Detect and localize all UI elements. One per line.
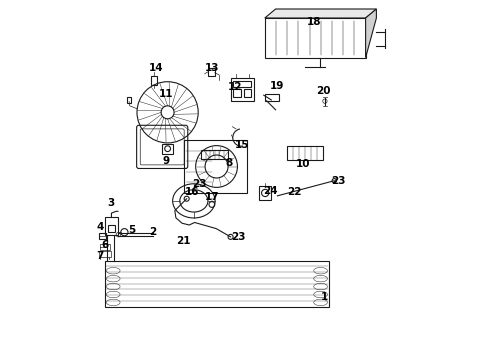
Bar (151, 76, 157, 85)
Text: 24: 24 (264, 186, 278, 196)
Bar (99, 251, 111, 257)
Text: 17: 17 (204, 192, 219, 202)
Text: 20: 20 (316, 86, 331, 96)
Bar (233, 81, 251, 87)
Bar (231, 78, 254, 101)
Text: 14: 14 (148, 63, 163, 73)
Bar (265, 94, 279, 101)
Text: 19: 19 (270, 81, 285, 91)
Bar (265, 18, 366, 58)
Bar (244, 89, 251, 97)
Text: 23: 23 (231, 232, 246, 242)
Text: 16: 16 (184, 186, 199, 197)
Text: 8: 8 (225, 158, 232, 168)
Polygon shape (265, 9, 376, 18)
Bar (233, 89, 242, 97)
Text: 11: 11 (159, 89, 174, 99)
Text: 9: 9 (163, 156, 170, 166)
Text: 2: 2 (149, 227, 157, 237)
Text: 6: 6 (102, 240, 109, 250)
Text: 15: 15 (235, 140, 249, 150)
Text: 1: 1 (320, 292, 328, 302)
Bar (100, 244, 110, 250)
Bar (288, 146, 323, 160)
Bar (127, 97, 131, 103)
Text: 21: 21 (176, 236, 190, 246)
Text: 10: 10 (296, 159, 311, 169)
Text: 23: 23 (331, 176, 345, 186)
Bar (184, 140, 247, 193)
Text: 12: 12 (228, 82, 242, 92)
Text: 7: 7 (96, 251, 103, 261)
Bar (162, 144, 173, 154)
Bar (201, 150, 228, 159)
Text: 13: 13 (205, 63, 219, 73)
Text: 18: 18 (307, 17, 321, 27)
Bar (105, 261, 328, 307)
Bar (99, 233, 106, 239)
Bar (208, 68, 215, 76)
Text: 5: 5 (128, 225, 135, 235)
Text: 23: 23 (192, 179, 206, 189)
Bar (105, 217, 118, 235)
Text: 3: 3 (107, 198, 115, 208)
Bar (259, 186, 271, 200)
Text: 4: 4 (97, 222, 104, 232)
Text: 22: 22 (288, 186, 302, 197)
Polygon shape (366, 9, 376, 58)
Bar (108, 225, 115, 232)
